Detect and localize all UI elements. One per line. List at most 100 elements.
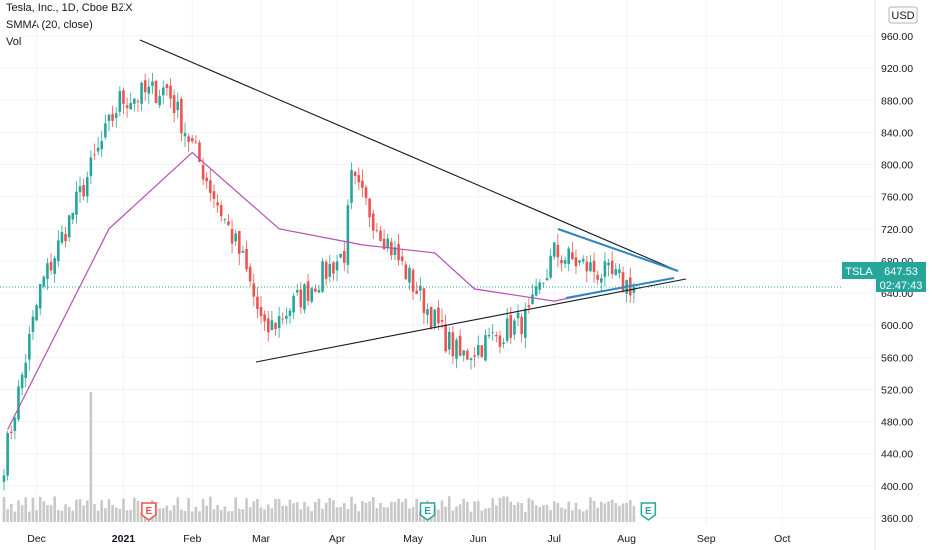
time-tick: 2021 bbox=[112, 533, 136, 545]
volume-bar bbox=[476, 501, 480, 522]
volume-bar bbox=[502, 496, 505, 522]
volume-bar bbox=[487, 508, 491, 522]
candle bbox=[288, 307, 292, 324]
candle bbox=[281, 312, 285, 325]
volume-bar bbox=[556, 503, 560, 522]
candle bbox=[513, 318, 516, 341]
candle bbox=[386, 233, 390, 252]
earnings-label: E bbox=[645, 506, 652, 517]
volume-bar bbox=[17, 500, 20, 522]
lower-trendline[interactable] bbox=[255, 278, 687, 363]
volume-bar bbox=[89, 392, 93, 522]
volume-bar bbox=[306, 506, 310, 522]
volume-bar bbox=[361, 501, 364, 522]
volume-bar bbox=[498, 497, 502, 522]
candle bbox=[484, 329, 487, 362]
candle bbox=[263, 310, 266, 331]
volume-bar bbox=[628, 500, 632, 522]
candle bbox=[574, 249, 578, 274]
volume-bar bbox=[542, 505, 545, 522]
candle bbox=[295, 283, 299, 297]
price-tick: 400.00 bbox=[881, 481, 913, 493]
volume-bar bbox=[28, 511, 31, 522]
earnings-marker[interactable]: E bbox=[141, 502, 157, 521]
candle bbox=[516, 304, 520, 327]
volume-bar bbox=[212, 509, 216, 522]
candle bbox=[118, 86, 122, 117]
candle bbox=[585, 255, 589, 283]
volume-bar bbox=[107, 499, 111, 522]
candle bbox=[216, 194, 219, 213]
upper-trendline[interactable] bbox=[139, 39, 679, 272]
trendlines[interactable] bbox=[139, 39, 687, 363]
volume-bar bbox=[444, 506, 447, 522]
volume-bar bbox=[122, 498, 125, 522]
time-axis[interactable]: Dec 2021 Feb Mar Apr May Jun Jul Aug Sep Oct bbox=[27, 533, 790, 545]
volume-bar bbox=[60, 510, 64, 522]
candle bbox=[303, 283, 306, 314]
earnings-label: E bbox=[424, 506, 431, 517]
candle bbox=[64, 226, 67, 248]
currency-badge[interactable]: USD bbox=[888, 6, 918, 24]
volume-bar bbox=[419, 510, 422, 522]
volume-bar bbox=[245, 498, 248, 522]
volume-bar bbox=[614, 503, 618, 522]
candle bbox=[71, 212, 75, 225]
volume-bar bbox=[469, 511, 473, 522]
volume-bar bbox=[129, 509, 132, 522]
earnings-marker[interactable]: E bbox=[640, 502, 657, 521]
volume-bar bbox=[100, 500, 104, 522]
volume-bar bbox=[600, 501, 603, 522]
volume-bar bbox=[49, 505, 53, 522]
candle bbox=[400, 249, 404, 266]
candle bbox=[361, 169, 364, 198]
volume-bar bbox=[571, 510, 574, 522]
volume-bar bbox=[513, 504, 516, 522]
candle bbox=[125, 97, 129, 118]
volume-bar bbox=[578, 509, 581, 522]
candle bbox=[256, 286, 259, 319]
volume-bar bbox=[473, 501, 476, 522]
chart-title: Tesla, Inc., 1D, Cboe BZX bbox=[6, 2, 133, 14]
earnings-marker[interactable]: E bbox=[419, 502, 436, 521]
candle bbox=[458, 329, 462, 357]
candle bbox=[53, 255, 56, 283]
volume-bar bbox=[285, 505, 288, 522]
volume-bar bbox=[382, 507, 386, 522]
time-tick: Oct bbox=[774, 533, 790, 545]
volume-bar bbox=[38, 496, 42, 522]
bar-countdown: 02:47:43 bbox=[880, 280, 923, 292]
volume-bar bbox=[288, 499, 292, 522]
candle bbox=[538, 278, 542, 294]
price-tick: 960.00 bbox=[881, 31, 913, 43]
volume-bar bbox=[458, 504, 462, 522]
candle bbox=[455, 337, 458, 369]
candle bbox=[227, 214, 230, 227]
volume-bar bbox=[71, 510, 75, 522]
candle bbox=[42, 275, 46, 289]
volume-bar bbox=[397, 498, 400, 522]
candle bbox=[93, 143, 96, 161]
pennant-lower-line[interactable] bbox=[565, 277, 675, 299]
candle bbox=[534, 278, 538, 297]
volume-bar bbox=[440, 500, 444, 522]
volume-bar bbox=[607, 501, 610, 522]
volume-bar bbox=[165, 505, 169, 522]
candle bbox=[335, 254, 339, 282]
time-tick: Feb bbox=[183, 533, 201, 545]
candle bbox=[259, 295, 263, 324]
candle bbox=[324, 259, 328, 286]
volume-bar bbox=[484, 508, 487, 522]
time-tick: Mar bbox=[252, 533, 271, 545]
candle bbox=[96, 136, 100, 156]
price-tick: 720.00 bbox=[881, 224, 913, 236]
candle bbox=[495, 331, 498, 343]
volume-bar bbox=[632, 506, 636, 522]
pennant-upper-line[interactable] bbox=[557, 228, 679, 272]
earnings-label: E bbox=[145, 506, 152, 517]
candle bbox=[140, 81, 143, 111]
volume-bar bbox=[534, 505, 538, 522]
candle bbox=[223, 218, 227, 224]
